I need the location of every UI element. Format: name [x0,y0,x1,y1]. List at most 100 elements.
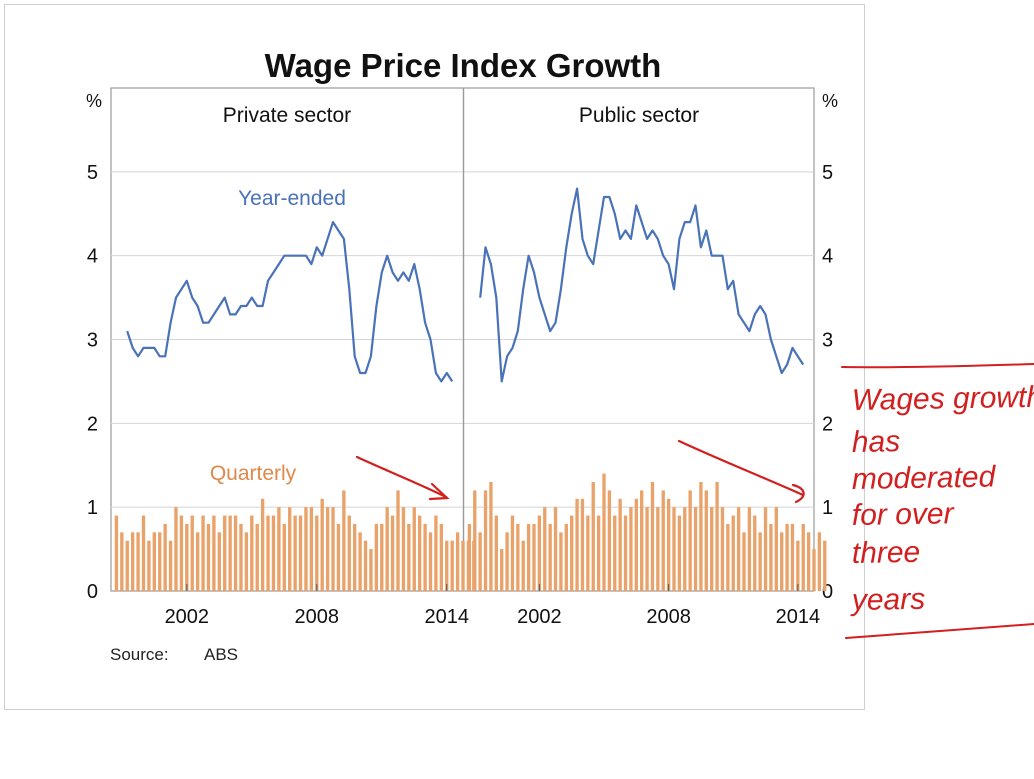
quarterly-bar [758,532,762,591]
quarterly-bar [532,523,536,591]
y-tick-label-left: 5 [87,162,98,184]
quarterly-bar [163,523,167,591]
quarterly-bar [661,490,665,591]
quarterly-bar [136,532,140,591]
quarterly-bar [195,532,200,591]
quarterly-bar [478,532,482,591]
quarterly-bar [602,473,606,591]
quarterly-bar [250,515,254,591]
quarterly-bar [201,515,205,591]
quarterly-bar [726,523,730,591]
quarterly-bar [489,482,493,591]
quarterly-bar [720,507,725,591]
quarterly-bar [125,540,129,591]
quarterly-bar [591,482,595,591]
quarterly-bar [223,515,227,591]
quarterly-bar [580,498,585,591]
quarterly-bar [271,515,276,591]
quarterly-bar [423,523,427,591]
quarterly-bar [363,540,368,591]
year-ended-line [479,187,805,383]
quarterly-bar [769,523,773,591]
quarterly-bar [450,540,454,591]
quarterly-bar [806,532,811,591]
y-tick-label-left: 0 [87,581,98,603]
quarterly-bar [374,523,379,591]
year-ended-line [126,221,454,383]
y-tick-label-left: 3 [87,330,98,352]
quarterly-bar [380,523,384,591]
quarterly-bar [255,523,259,591]
quarterly-bar [239,523,243,591]
quarterly-bar [801,523,805,591]
y-tick-label-right: 0 [822,581,833,603]
quarterly-bar [704,490,708,591]
quarterly-bar [358,532,362,591]
quarterly-bar [747,507,752,591]
quarterly-bar [288,507,292,591]
panel-title-private: Private sector [223,104,351,127]
quarterly-bar [158,532,162,591]
quarterly-bar [407,523,411,591]
quarterly-bar [774,507,778,591]
quarterly-bar [212,515,216,591]
quarterly-bar [369,549,373,591]
quarterly-bar [699,482,703,591]
quarterly-bar [483,490,488,591]
quarterly-bar [780,532,784,591]
y-tick-label-left: 4 [87,246,98,268]
quarterly-bar [790,523,795,591]
quarterly-bar [683,507,687,591]
quarterly-bar [282,523,286,591]
x-tick-label: 2002 [165,606,210,628]
arrow-public-icon [677,439,805,497]
quarterly-bar [190,515,194,591]
quarterly-bar [559,532,563,591]
quarterly-bar [385,507,389,591]
quarterly-bar [417,515,422,591]
source-label: Source: [110,645,169,664]
quarterly-bar [445,540,449,591]
quarterly-bar [228,515,232,591]
y-tick-label-right: 2 [822,413,833,435]
quarterly-bar [342,490,346,591]
note-top-stroke [841,363,1034,369]
quarterly-bar [434,515,438,591]
quarterly-bar [570,515,574,591]
quarterly-bar [396,490,400,591]
quarterly-bar [130,532,135,591]
chart-title: Wage Price Index Growth [265,47,662,84]
quarterly-bar [500,549,504,591]
y-unit-left: % [86,91,102,111]
y-unit-right: % [822,91,838,111]
quarterly-bar [505,532,509,591]
arrow-private-icon [355,455,448,499]
quarterly-bar [217,532,221,591]
handwritten-note-line: moderated [852,460,997,496]
quarterly-bar [168,540,173,591]
quarterly-bar [715,482,719,591]
y-tick-label-right: 3 [822,330,833,352]
quarterly-bar [331,507,335,591]
quarterly-bar [315,515,319,591]
arrowhead-private-icon [428,482,450,501]
quarterly-bar [244,532,249,591]
x-tick-label: 2008 [646,606,691,628]
quarterly-bar [325,507,330,591]
quarterly-bar [120,532,124,591]
quarterly-bar [293,515,297,591]
quarterly-bar [347,515,351,591]
y-tick-label-right: 5 [822,162,833,184]
quarterly-bar [353,523,357,591]
quarterly-bar [613,515,617,591]
quarterly-bar [455,532,460,591]
quarterly-bar [640,490,644,591]
y-tick-label-left: 2 [87,413,98,435]
quarterly-bar [298,515,303,591]
quarterly-bar [516,523,520,591]
handwritten-note-line: for over [852,497,955,532]
quarterly-bar [753,515,757,591]
quarterly-bar [277,507,281,591]
